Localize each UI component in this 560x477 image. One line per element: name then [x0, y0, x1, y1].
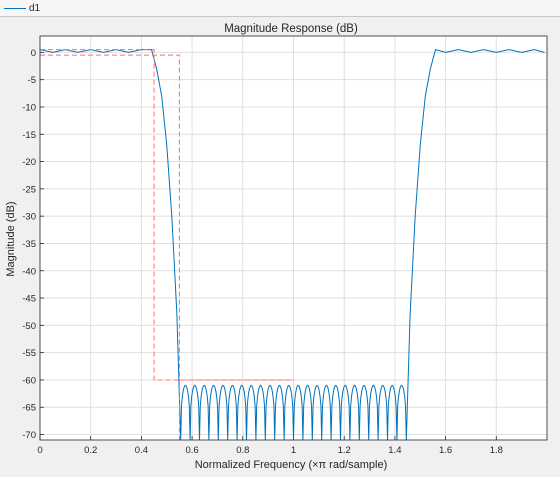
- x-tick-label: 0.6: [185, 445, 198, 456]
- x-tick-label: 1: [291, 445, 296, 456]
- legend-line-swatch: [4, 7, 26, 9]
- response-line-d1: [40, 49, 545, 440]
- y-axis-label: Magnitude (dB): [5, 201, 17, 276]
- x-tick-label: 1.6: [439, 445, 452, 456]
- x-axis-label: Normalized Frequency (×π rad/sample): [195, 459, 388, 471]
- y-tick-label: -5: [28, 75, 36, 86]
- y-tick-label: -65: [22, 403, 36, 414]
- grid: [39, 36, 547, 440]
- x-tick-label: 0.2: [84, 445, 97, 456]
- y-tick-label: -70: [22, 430, 36, 441]
- x-tick-label: 0.4: [135, 445, 148, 456]
- series-group: [40, 49, 545, 440]
- y-tick-label: -15: [22, 130, 36, 141]
- legend-label-d1: d1: [29, 2, 41, 14]
- y-tick-label: -50: [22, 321, 36, 332]
- y-tick-label: -40: [22, 266, 36, 277]
- y-tick-label: -45: [22, 294, 36, 305]
- x-tick-label: 0.8: [236, 445, 249, 456]
- y-tick-label: -55: [22, 348, 36, 359]
- legend-bar: d1: [0, 0, 560, 17]
- x-tick-label: 1.2: [338, 445, 351, 456]
- y-tick-label: -20: [22, 157, 36, 168]
- x-tick-label: 1.4: [388, 445, 401, 456]
- y-tick-label: -10: [22, 102, 36, 113]
- y-tick-label: 0: [31, 48, 36, 59]
- spec-mask-line: [40, 54, 180, 440]
- axes-frame: [39, 35, 548, 441]
- tick-labels: 0 0.2 0.4 0.6 0.8 1 1.2 1.4 1.6 1.8 0 -5 -10 -15 -20 -2…: [22, 48, 503, 456]
- y-tick-label: -30: [22, 212, 36, 223]
- x-tick-label: 1.8: [490, 445, 503, 456]
- y-tick-label: -60: [22, 375, 36, 386]
- chart-title: Magnitude Response (dB): [224, 23, 358, 35]
- y-tick-label: -35: [22, 239, 36, 250]
- y-tick-label: -25: [22, 184, 36, 195]
- x-tick-label: 0: [37, 445, 42, 456]
